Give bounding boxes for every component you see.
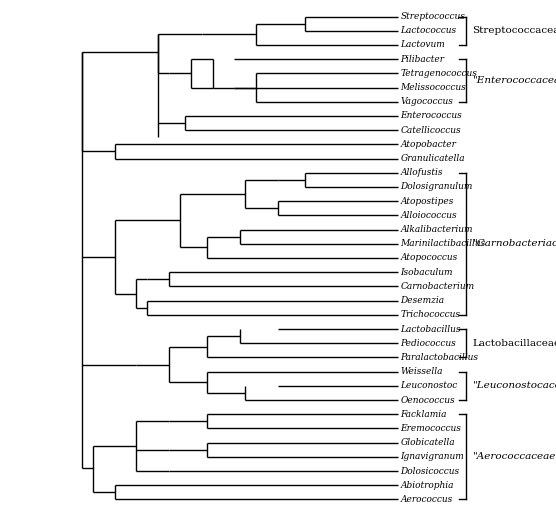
Text: Abiotrophia: Abiotrophia	[400, 481, 454, 490]
Text: Allofustis: Allofustis	[400, 168, 443, 178]
Text: "Leuconostocaceae": "Leuconostocaceae"	[473, 381, 556, 390]
Text: Pilibacter: Pilibacter	[400, 55, 445, 63]
Text: Pediococcus: Pediococcus	[400, 338, 456, 348]
Text: Globicatella: Globicatella	[400, 438, 455, 447]
Text: Streptococcaceae: Streptococcaceae	[473, 26, 556, 35]
Text: Granulicatella: Granulicatella	[400, 154, 465, 163]
Text: Dolosicoccus: Dolosicoccus	[400, 466, 460, 476]
Text: Carnobacterium: Carnobacterium	[400, 282, 475, 291]
Text: Weissella: Weissella	[400, 367, 443, 376]
Text: Streptococcus: Streptococcus	[400, 12, 465, 21]
Text: Facklamia: Facklamia	[400, 410, 447, 419]
Text: Isobaculum: Isobaculum	[400, 268, 453, 277]
Text: Leuconostoc: Leuconostoc	[400, 381, 458, 390]
Text: Tetragenococcus: Tetragenococcus	[400, 69, 478, 78]
Text: Desemzia: Desemzia	[400, 296, 445, 305]
Text: Eremococcus: Eremococcus	[400, 424, 461, 433]
Text: Alkalibacterium: Alkalibacterium	[400, 225, 473, 234]
Text: Melissococcus: Melissococcus	[400, 83, 466, 92]
Text: Oenococcus: Oenococcus	[400, 396, 455, 405]
Text: Marinilactibacillus: Marinilactibacillus	[400, 239, 486, 248]
Text: Atopostipes: Atopostipes	[400, 197, 454, 206]
Text: Alloiococcus: Alloiococcus	[400, 211, 457, 220]
Text: Dolosigranulum: Dolosigranulum	[400, 183, 473, 191]
Text: Aerococcus: Aerococcus	[400, 495, 453, 504]
Text: "Aerococcaceae": "Aerococcaceae"	[473, 453, 556, 461]
Text: Lactobacillaceae: Lactobacillaceae	[473, 338, 556, 348]
Text: Catellicoccus: Catellicoccus	[400, 126, 461, 135]
Text: Lactovum: Lactovum	[400, 40, 445, 50]
Text: Ignavigranum: Ignavigranum	[400, 453, 464, 461]
Text: Vagococcus: Vagococcus	[400, 97, 454, 106]
Text: "Enterococcaceae": "Enterococcaceae"	[473, 76, 556, 85]
Text: Lactococcus: Lactococcus	[400, 26, 456, 35]
Text: Enterococcus: Enterococcus	[400, 111, 463, 120]
Text: Paralactobacillus: Paralactobacillus	[400, 353, 479, 362]
Text: "Carnobacteriaceae": "Carnobacteriaceae"	[473, 239, 556, 248]
Text: Atopobacter: Atopobacter	[400, 140, 456, 149]
Text: Atopococcus: Atopococcus	[400, 253, 458, 263]
Text: Lactobacillus: Lactobacillus	[400, 325, 461, 333]
Text: Trichococcus: Trichococcus	[400, 310, 460, 319]
